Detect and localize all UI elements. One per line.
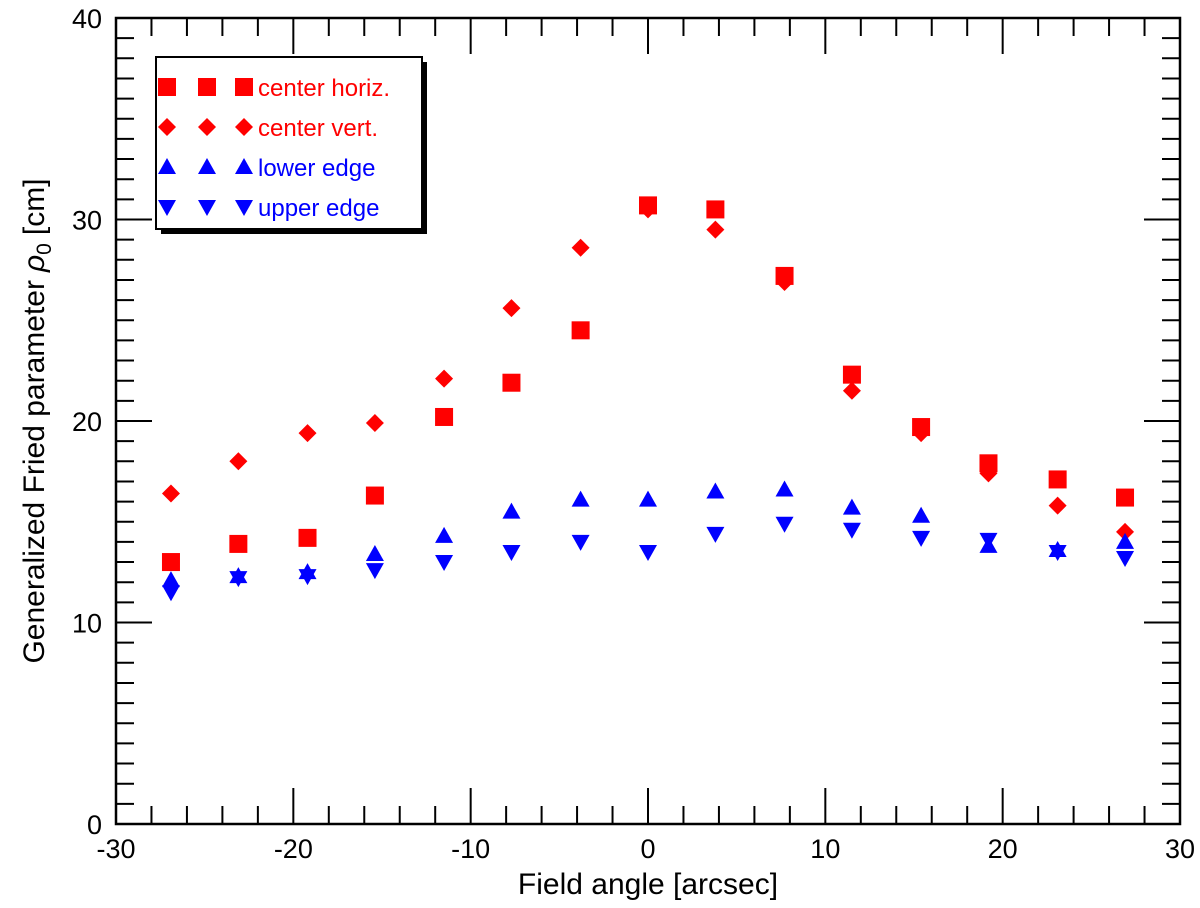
point-center-vert — [775, 272, 794, 291]
point-lower-edge — [502, 502, 521, 519]
point-center-vert — [842, 381, 861, 400]
x-axis-title: Field angle [arcsec] — [518, 868, 778, 901]
legend-label: lower edge — [258, 155, 375, 182]
legend-label: center vert. — [258, 115, 378, 142]
legend-marker — [158, 118, 176, 136]
point-center-horiz — [298, 528, 317, 547]
point-center-vert — [502, 299, 521, 318]
point-center-horiz — [571, 321, 590, 340]
point-center-vert — [298, 424, 317, 443]
point-center-horiz — [502, 373, 521, 392]
point-lower-edge — [365, 544, 384, 561]
point-upper-edge — [1048, 544, 1067, 561]
point-center-vert — [639, 200, 657, 219]
legend-marker — [198, 158, 216, 174]
point-center-vert — [229, 452, 248, 471]
point-lower-edge — [571, 490, 590, 507]
x-tick-label: -20 — [274, 834, 313, 864]
point-center-vert — [1048, 496, 1067, 515]
point-upper-edge — [435, 555, 454, 572]
legend-label: upper edge — [258, 195, 379, 222]
point-upper-edge — [842, 522, 861, 539]
point-upper-edge — [298, 569, 317, 586]
point-lower-edge — [639, 490, 657, 507]
point-upper-edge — [571, 534, 590, 551]
legend-marker — [158, 200, 176, 216]
point-center-vert — [365, 414, 384, 433]
x-tick-label: -30 — [96, 834, 135, 864]
point-center-horiz — [229, 534, 248, 553]
legend-marker — [158, 78, 176, 96]
legend-label: center horiz. — [258, 75, 390, 102]
point-center-vert — [706, 220, 725, 239]
point-center-vert — [571, 238, 590, 257]
legend-marker — [235, 158, 253, 174]
point-upper-edge — [502, 544, 521, 561]
y-tick-label: 40 — [72, 4, 102, 34]
y-tick-label: 20 — [72, 407, 102, 437]
plot-frame — [114, 16, 1182, 826]
legend-marker — [235, 118, 253, 136]
y-tick-label: 10 — [72, 609, 102, 639]
legend-marker — [198, 78, 216, 96]
x-tick-label: 0 — [640, 834, 655, 864]
legend-marker — [158, 158, 176, 174]
point-upper-edge — [161, 585, 180, 602]
legend-marker — [198, 118, 216, 136]
point-center-vert — [1116, 522, 1135, 541]
point-lower-edge — [842, 498, 861, 515]
point-upper-edge — [979, 532, 998, 549]
point-center-horiz — [979, 454, 998, 473]
point-upper-edge — [229, 571, 248, 588]
point-upper-edge — [365, 563, 384, 580]
point-lower-edge — [775, 480, 794, 497]
point-center-vert — [161, 484, 180, 503]
point-center-horiz — [1116, 488, 1135, 507]
point-center-horiz — [1048, 470, 1067, 489]
point-lower-edge — [706, 482, 725, 499]
point-center-horiz — [365, 486, 384, 505]
legend-marker — [235, 200, 253, 216]
legend-marker — [235, 78, 253, 96]
data-points — [161, 196, 1135, 602]
point-lower-edge — [912, 506, 931, 523]
y-tick-label: 0 — [87, 810, 102, 840]
y-axis-title: Generalized Fried parameter ρ0 [cm] — [18, 178, 56, 663]
legend: center horiz. center vert. lower edge upper… — [155, 56, 427, 234]
point-lower-edge — [1116, 532, 1135, 549]
legend-marker — [198, 200, 216, 216]
point-center-vert — [435, 369, 454, 388]
point-lower-edge — [161, 571, 180, 588]
point-center-horiz — [161, 553, 180, 572]
point-center-vert — [979, 464, 998, 483]
point-center-vert — [912, 424, 931, 443]
point-upper-edge — [912, 530, 931, 547]
x-tick-label: -10 — [451, 834, 490, 864]
point-upper-edge — [775, 516, 794, 533]
point-center-horiz — [842, 365, 861, 384]
y-axis-title-unit: [cm] — [18, 178, 51, 235]
point-lower-edge — [435, 526, 454, 543]
x-tick-label: 20 — [988, 834, 1018, 864]
tick-labels: -30 -20 -10 0 10 20 30 0 10 20 30 40 — [72, 4, 1195, 864]
y-axis-title-subscript: 0 — [33, 243, 56, 255]
point-upper-edge — [639, 544, 657, 561]
point-upper-edge — [1116, 551, 1135, 568]
x-tick-label: 30 — [1165, 834, 1195, 864]
point-upper-edge — [706, 526, 725, 543]
y-tick-label: 30 — [72, 206, 102, 236]
point-center-horiz — [435, 407, 454, 426]
y-axis-title-symbol: ρ — [18, 255, 51, 273]
point-center-horiz — [706, 200, 725, 219]
y-axis-title-main: Generalized Fried parameter — [18, 280, 51, 664]
x-tick-label: 10 — [810, 834, 840, 864]
